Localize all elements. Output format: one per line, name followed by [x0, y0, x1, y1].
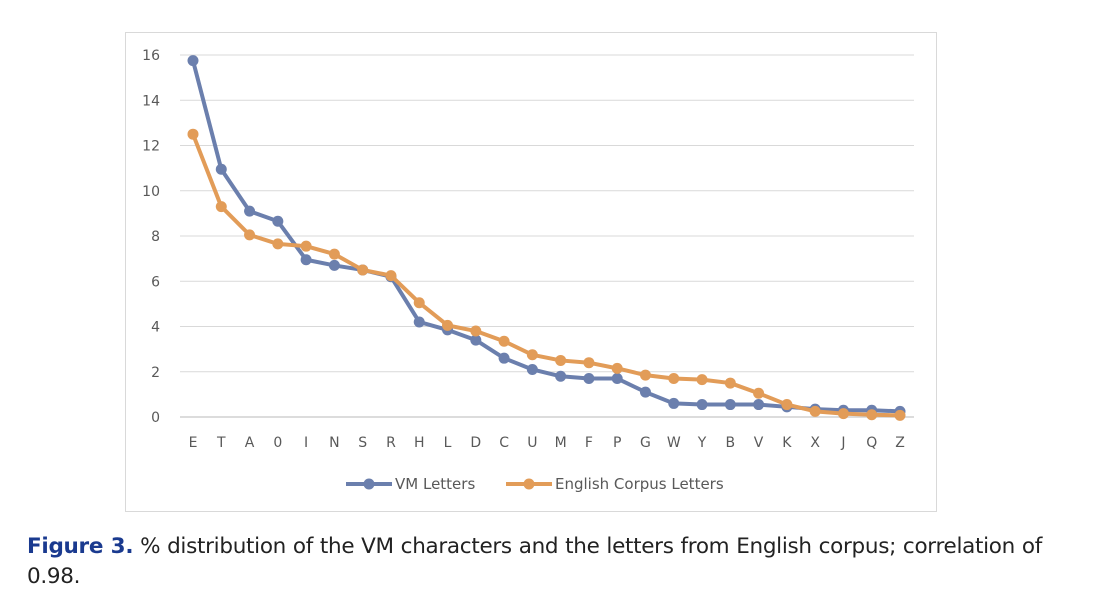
x-tick-label: C	[499, 435, 509, 451]
legend-marker	[363, 478, 375, 490]
data-point	[187, 128, 199, 140]
data-point	[328, 259, 340, 271]
data-point	[611, 373, 623, 385]
data-point	[385, 270, 397, 282]
data-point	[583, 357, 595, 369]
x-tick-label: H	[414, 435, 425, 451]
data-point	[328, 248, 340, 260]
data-point	[498, 335, 510, 347]
x-tick-label: P	[613, 435, 621, 451]
data-point	[753, 387, 765, 399]
y-tick-label: 4	[151, 320, 160, 336]
x-tick-label: W	[667, 435, 681, 451]
x-tick-label: L	[444, 435, 452, 451]
data-point	[187, 55, 199, 67]
y-tick-label: 14	[142, 93, 160, 109]
data-point	[866, 409, 878, 421]
data-point	[300, 240, 312, 252]
legend-label: VM Letters	[395, 475, 475, 493]
x-tick-label: I	[304, 435, 308, 451]
data-point	[413, 297, 425, 309]
chart-frame	[125, 32, 937, 512]
x-tick-label: K	[782, 435, 792, 451]
data-point	[696, 399, 708, 411]
x-tick-label: F	[585, 435, 593, 451]
data-point	[555, 354, 567, 366]
x-tick-label: 0	[273, 435, 282, 451]
legend-marker	[523, 478, 535, 490]
data-point	[526, 363, 538, 375]
data-point	[442, 319, 454, 331]
y-tick-label: 6	[151, 274, 160, 290]
data-point	[837, 408, 849, 420]
data-point	[413, 316, 425, 328]
y-tick-label: 12	[142, 139, 160, 155]
x-tick-label: X	[810, 435, 820, 451]
data-point	[696, 374, 708, 386]
x-tick-label: G	[640, 435, 651, 451]
data-point	[668, 397, 680, 409]
data-point	[894, 409, 906, 421]
x-tick-label: Q	[866, 435, 877, 451]
y-tick-label: 10	[142, 184, 160, 200]
data-point	[781, 399, 793, 411]
x-tick-label: E	[189, 435, 198, 451]
line-chart: 0 2 4 6 8 10 12 14 16 E T A 0 I N S R H L D C U M F P G W Y B V K X J Q Z V…	[142, 48, 914, 493]
data-point	[611, 362, 623, 374]
x-tick-label: B	[726, 435, 736, 451]
data-point	[668, 373, 680, 385]
x-tick-label: U	[527, 435, 537, 451]
data-point	[300, 254, 312, 266]
y-tick-label: 0	[151, 410, 160, 426]
x-tick-label: Z	[895, 435, 905, 451]
x-tick-label: R	[386, 435, 396, 451]
x-tick-label: V	[754, 435, 764, 451]
y-tick-label: 8	[151, 229, 160, 245]
y-tick-label: 16	[142, 48, 160, 64]
data-point	[215, 201, 227, 213]
caption-label: Figure 3.	[27, 534, 134, 559]
x-tick-label: T	[216, 435, 226, 451]
figure-caption: Figure 3. % distribution of the VM chara…	[27, 532, 1042, 592]
x-tick-label: J	[840, 435, 845, 451]
x-tick-label: D	[470, 435, 481, 451]
data-point	[639, 386, 651, 398]
data-point	[583, 373, 595, 385]
data-point	[244, 229, 256, 241]
x-tick-label: A	[245, 435, 255, 451]
data-point	[753, 399, 765, 411]
caption-text: % distribution of the VM characters and …	[27, 534, 1042, 589]
data-point	[724, 399, 736, 411]
data-point	[244, 205, 256, 217]
data-point	[357, 264, 369, 276]
x-tick-label: Y	[697, 435, 707, 451]
data-point	[498, 352, 510, 364]
y-tick-label: 2	[151, 365, 160, 381]
data-point	[215, 163, 227, 175]
x-tick-label: N	[329, 435, 339, 451]
data-point	[809, 405, 821, 417]
data-point	[272, 238, 284, 250]
data-point	[526, 349, 538, 361]
data-point	[470, 334, 482, 346]
x-tick-label: M	[555, 435, 567, 451]
data-point	[272, 215, 284, 227]
x-tick-label: S	[358, 435, 367, 451]
data-point	[724, 377, 736, 389]
data-point	[639, 369, 651, 381]
data-point	[470, 325, 482, 337]
legend-label: English Corpus Letters	[555, 475, 724, 493]
data-point	[555, 370, 567, 382]
